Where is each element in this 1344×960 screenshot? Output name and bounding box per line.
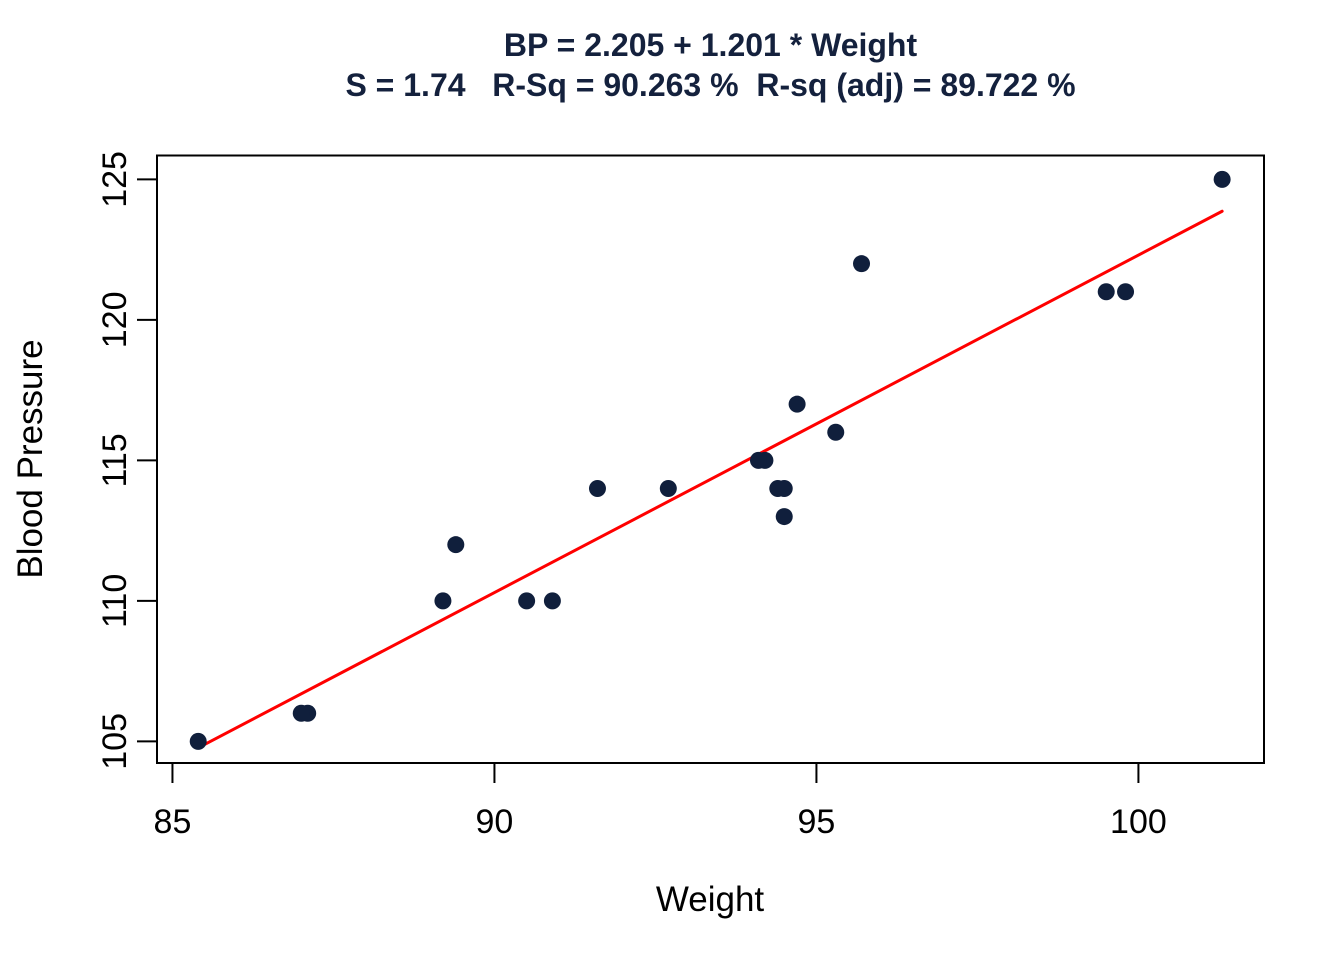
scatter-point (788, 395, 806, 413)
scatter-point (659, 479, 677, 497)
x-axis-label: Weight (655, 880, 765, 919)
y-tick-label: 125 (96, 151, 134, 208)
scatter-point (827, 423, 845, 441)
scatter-point (1117, 283, 1135, 301)
scatter-point (447, 536, 465, 554)
scatter-point (292, 704, 310, 722)
x-tick-label: 95 (798, 803, 836, 841)
y-tick-label: 120 (96, 292, 134, 349)
scatter-point (434, 592, 452, 610)
scatter-point (1213, 170, 1231, 188)
regression-line (196, 209, 1224, 750)
scatter-point (189, 732, 207, 750)
y-axis-label: Blood Pressure (11, 339, 50, 579)
scatter-point (775, 479, 793, 497)
chart-title: BP = 2.205 + 1.201 * Weight (503, 27, 918, 63)
scatter-point (543, 592, 561, 610)
plot-box (156, 154, 1265, 764)
scatter-point (1097, 283, 1115, 301)
scatter-point (518, 592, 536, 610)
x-tick-label: 85 (154, 803, 192, 841)
y-tick-label: 115 (96, 433, 134, 487)
y-tick-label: 105 (96, 713, 134, 770)
x-tick-label: 100 (1110, 803, 1167, 841)
y-tick-label: 110 (96, 574, 134, 628)
scatter-point (588, 479, 606, 497)
scatter-point (853, 255, 871, 273)
x-tick-label: 90 (476, 803, 514, 841)
scatter-point (775, 508, 793, 526)
scatter-point (749, 451, 767, 469)
chart-subtitle: S = 1.74 R-Sq = 90.263 % R-sq (adj) = 89… (345, 67, 1076, 103)
